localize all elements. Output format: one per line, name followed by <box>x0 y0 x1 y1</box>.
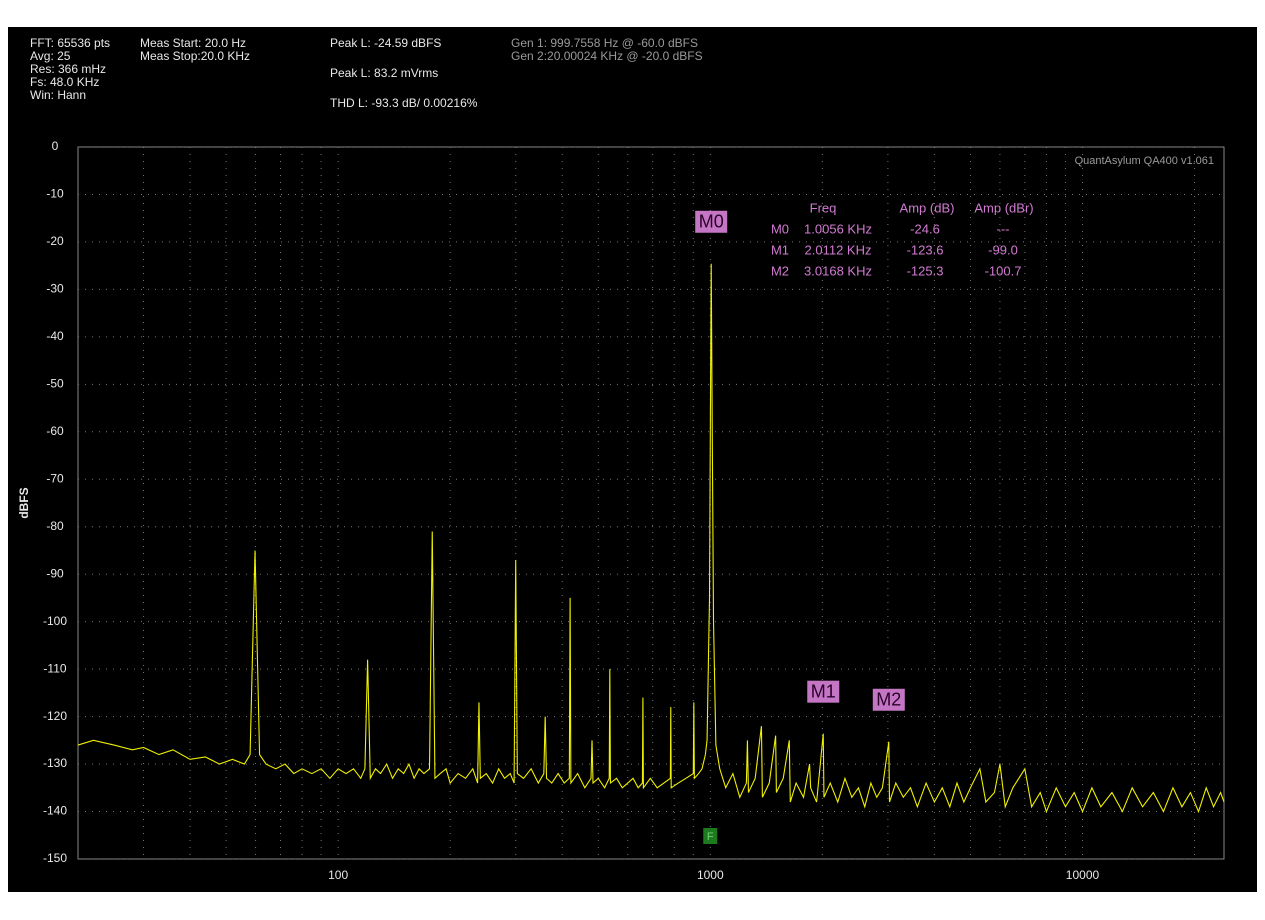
y-tick-label: -40 <box>46 329 64 343</box>
y-axis-label: dBFS <box>17 487 31 518</box>
x-tick-label: 10000 <box>1066 868 1100 882</box>
watermark: QuantAsylum QA400 v1.061 <box>1075 155 1214 167</box>
table-cell: -24.6 <box>910 221 940 236</box>
marker-box <box>807 680 840 703</box>
table-header: Amp (dBr) <box>974 200 1033 215</box>
marker-box <box>695 210 728 233</box>
y-tick-label: -100 <box>43 614 67 628</box>
readouts-text: Peak L: 83.2 mVrms <box>330 66 438 80</box>
table-header: Freq <box>810 200 837 215</box>
table-header: Amp (dB) <box>900 200 955 215</box>
table-cell: -99.0 <box>988 242 1018 257</box>
y-tick-label: -150 <box>43 851 67 865</box>
y-tick-label: 0 <box>52 139 59 153</box>
table-cell: -100.7 <box>985 263 1022 278</box>
spectrum-line <box>77 263 1225 814</box>
y-tick-label: -20 <box>46 234 64 248</box>
generators-text: Gen 2:20.00024 KHz @ -20.0 dBFS <box>511 49 703 63</box>
y-tick-label: -60 <box>46 424 64 438</box>
header-mid-text: Meas Start: 20.0 Hz <box>140 36 246 50</box>
y-tick-label: -140 <box>43 804 67 818</box>
y-tick-label: -80 <box>46 519 64 533</box>
table-cell: M2 <box>771 263 789 278</box>
header-left-text: Win: Hann <box>30 88 86 102</box>
header-left-text: FFT: 65536 pts <box>30 36 110 50</box>
header-mid-text: Meas Stop:20.0 KHz <box>140 49 250 63</box>
x-tick-label: 100 <box>328 868 348 882</box>
y-tick-label: -110 <box>43 661 66 675</box>
y-tick-label: -30 <box>46 282 64 296</box>
readouts-text: Peak L: -24.59 dBFS <box>330 36 441 50</box>
table-cell: 1.0056 KHz <box>804 221 872 236</box>
fundamental-label: F <box>707 831 714 843</box>
table-cell: M0 <box>771 221 789 236</box>
fundamental-marker <box>703 828 718 844</box>
y-tick-label: -70 <box>46 471 64 485</box>
readouts-text: THD L: -93.3 dB/ 0.00216% <box>330 96 478 110</box>
table-cell: M1 <box>771 242 789 257</box>
header-left-text: Fs: 48.0 KHz <box>30 75 99 89</box>
generators-text: Gen 1: 999.7558 Hz @ -60.0 dBFS <box>511 36 698 50</box>
marker-label: M0 <box>699 212 724 232</box>
x-tick-label: 1000 <box>697 868 724 882</box>
y-tick-label: -90 <box>46 566 64 580</box>
y-tick-label: -120 <box>43 709 67 723</box>
marker-box <box>872 688 905 711</box>
background <box>8 27 1257 892</box>
header-left-text: Avg: 25 <box>30 49 71 63</box>
table-cell: -125.3 <box>907 263 944 278</box>
marker-label: M2 <box>876 690 901 710</box>
marker-label: M1 <box>811 681 836 701</box>
y-tick-label: -10 <box>46 187 64 201</box>
table-cell: -123.6 <box>907 242 944 257</box>
plot-frame <box>77 146 1225 860</box>
table-cell: 2.0112 KHz <box>805 242 872 257</box>
header-left-text: Res: 366 mHz <box>30 62 106 76</box>
y-tick-label: -130 <box>43 756 67 770</box>
y-tick-label: -50 <box>46 377 64 391</box>
table-cell: 3.0168 KHz <box>804 263 872 278</box>
table-cell: --- <box>997 221 1010 236</box>
